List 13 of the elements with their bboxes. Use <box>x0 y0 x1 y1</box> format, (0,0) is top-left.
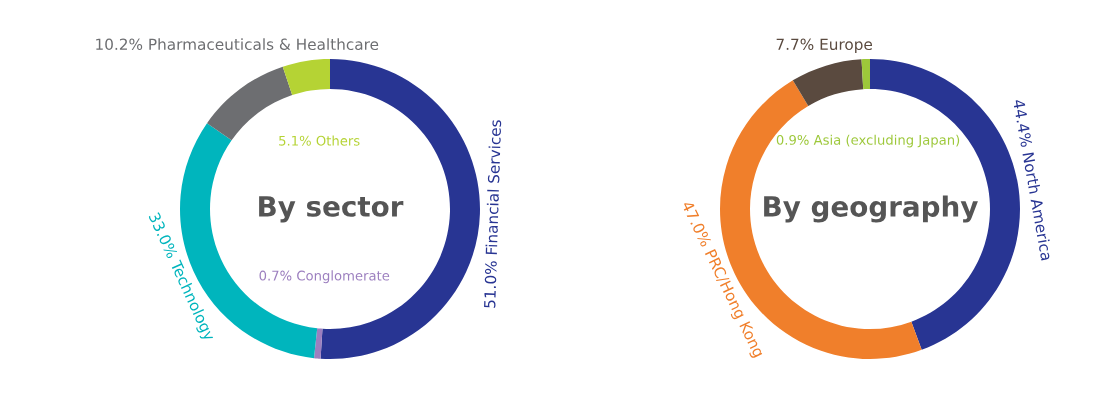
donut-slice <box>282 59 330 96</box>
donut-slice <box>792 59 864 107</box>
slice-label: 5.1% Others <box>279 135 360 146</box>
slice-label: 0.7% Conglomerate <box>259 270 390 284</box>
slice-label: 51.0% Financial Services <box>483 119 502 308</box>
text: By geography <box>764 195 978 223</box>
slice-label: 7.7% Europe <box>776 38 873 53</box>
text: By sector <box>259 196 404 223</box>
slice-label: 44.4% North America <box>1012 99 1053 261</box>
donut-slice <box>861 59 870 90</box>
slice-label: 10.2% Pharmaceuticals & Healthcare <box>96 38 379 51</box>
donut-slice <box>314 328 323 359</box>
slice-label: 0.9% Asia (excluding Japan) <box>776 134 960 148</box>
